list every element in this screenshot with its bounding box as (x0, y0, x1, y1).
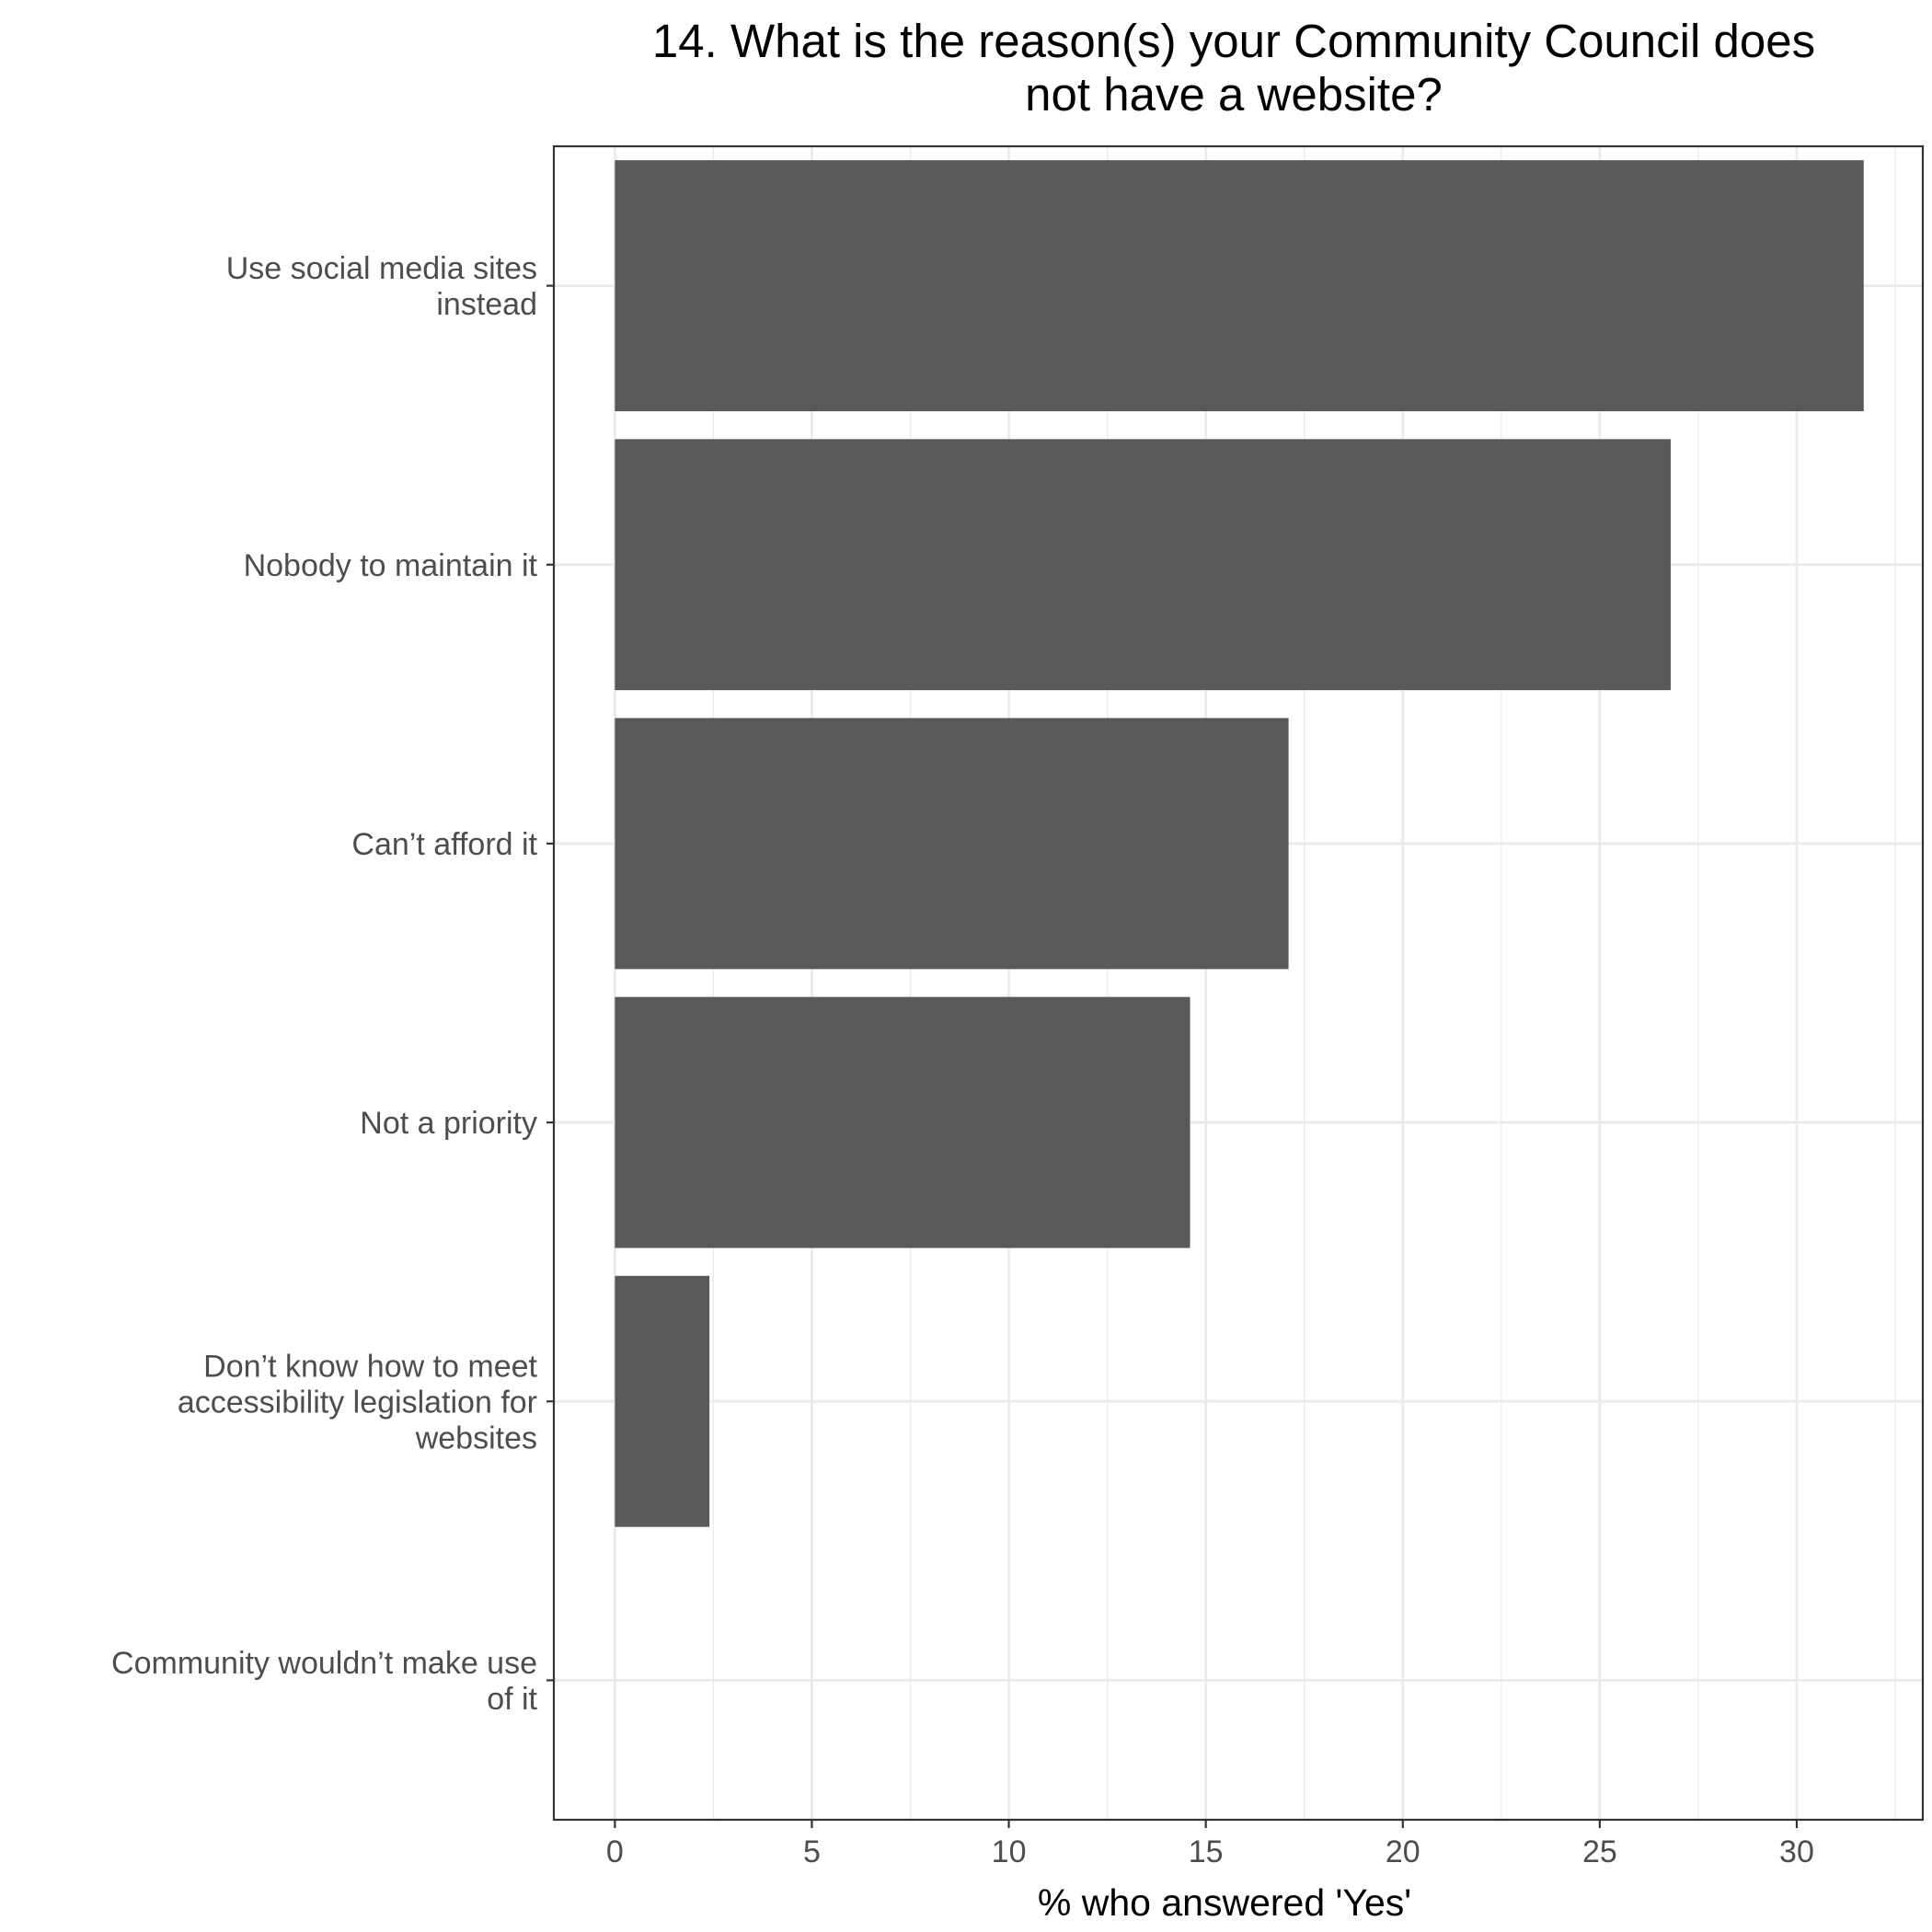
x-tick-label: 30 (1779, 1834, 1814, 1869)
bar (615, 439, 1671, 691)
y-tick-label: Can’t afford it (351, 827, 537, 862)
y-tick-label: accessibility legislation for (178, 1385, 537, 1420)
x-tick-label: 15 (1189, 1834, 1224, 1869)
y-tick-label: Use social media sites (226, 251, 537, 286)
y-tick-label: Nobody to maintain it (244, 548, 538, 583)
y-tick-label: Not a priority (360, 1106, 537, 1141)
bar (615, 160, 1864, 412)
x-axis-title: % who answered 'Yes' (1038, 1881, 1411, 1924)
x-axis: 0 5 10 15 20 25 30 (606, 1820, 1814, 1869)
y-tick-label: websites (415, 1420, 537, 1455)
x-tick-label: 10 (992, 1834, 1027, 1869)
y-tick-label: instead (436, 287, 537, 322)
bars (615, 160, 1864, 1527)
chart-title: 14. What is the reason(s) your Community… (652, 15, 1815, 121)
bar (615, 1275, 710, 1527)
bar (615, 996, 1190, 1248)
y-tick-label: Community wouldn’t make use (111, 1646, 537, 1681)
chart-title-line: not have a website? (1025, 68, 1443, 121)
bar (615, 718, 1289, 970)
chart-title-line: 14. What is the reason(s) your Community… (652, 15, 1815, 67)
y-tick-label: of it (487, 1682, 537, 1717)
x-tick-label: 0 (606, 1834, 624, 1869)
x-tick-label: 5 (803, 1834, 821, 1869)
x-tick-label: 25 (1582, 1834, 1617, 1869)
y-tick-label: Don’t know how to meet (203, 1349, 537, 1384)
x-tick-label: 20 (1386, 1834, 1420, 1869)
panel-border (552, 144, 1925, 1822)
